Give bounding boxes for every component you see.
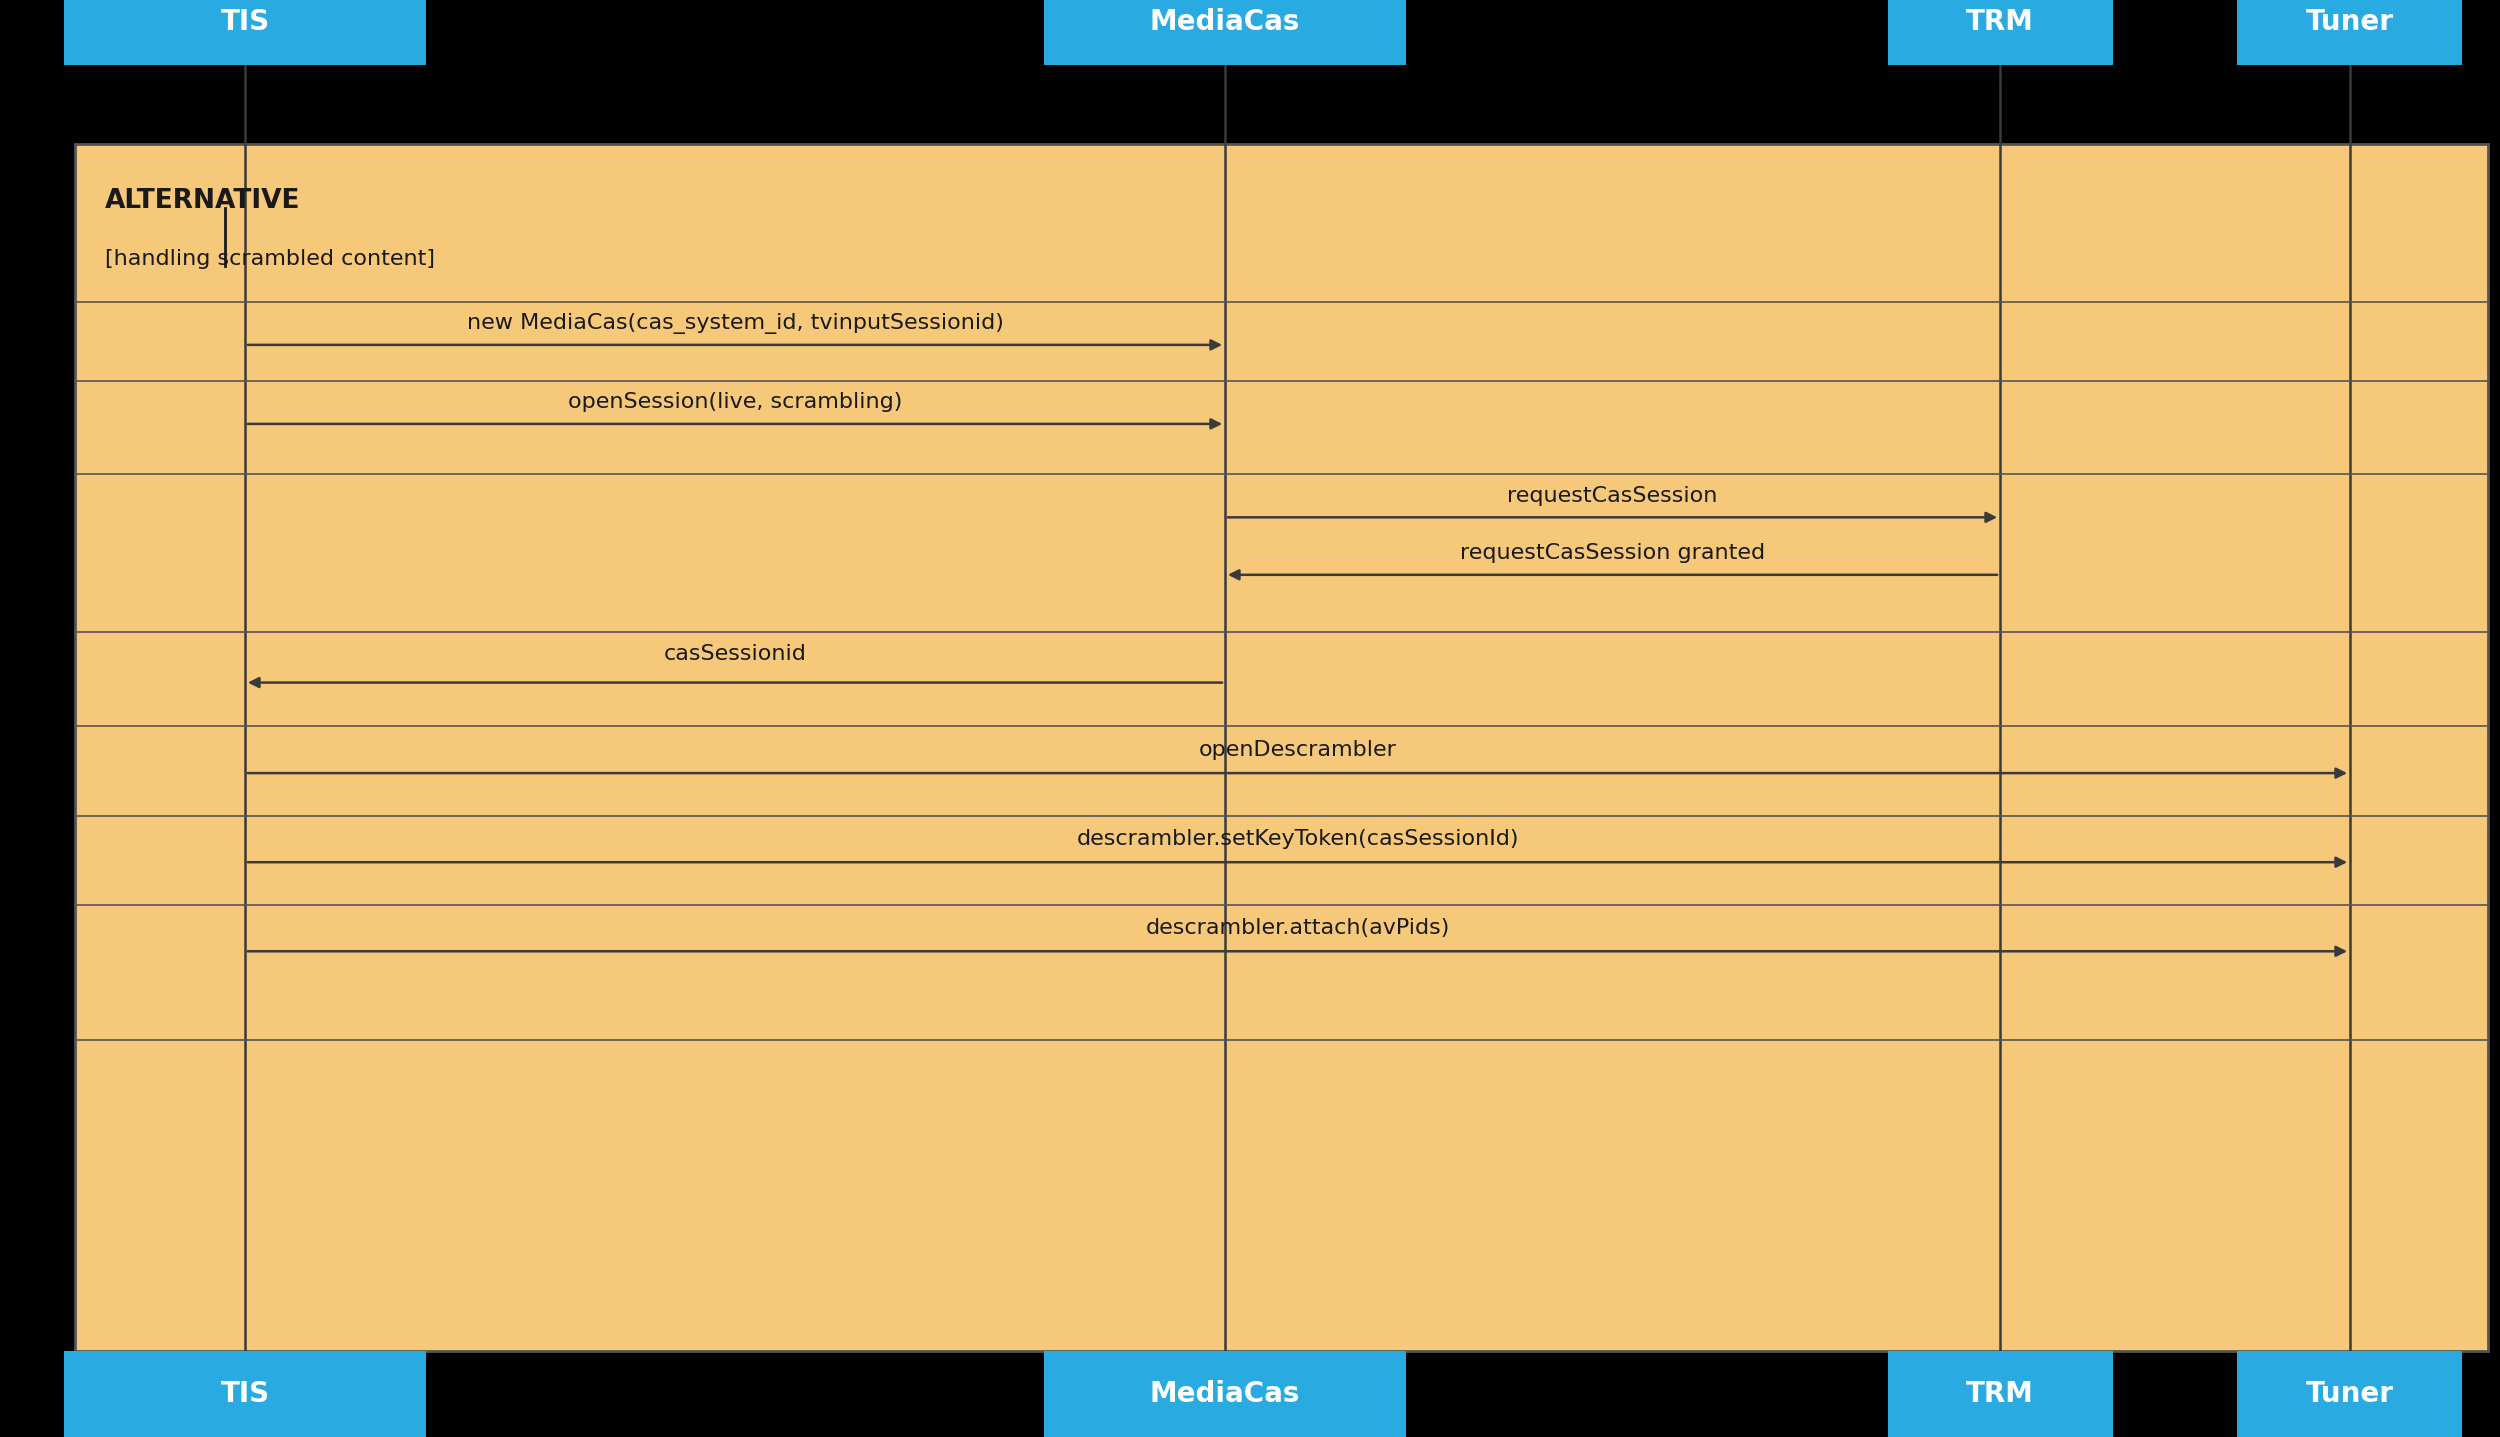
Text: openDescrambler: openDescrambler — [1198, 740, 1398, 760]
Text: Tuner: Tuner — [2305, 7, 2395, 36]
Text: Tuner: Tuner — [2305, 1380, 2395, 1408]
Text: TRM: TRM — [1965, 1380, 2035, 1408]
FancyBboxPatch shape — [2238, 1351, 2462, 1437]
Text: new MediaCas(cas_system_id, tvinputSessionid): new MediaCas(cas_system_id, tvinputSessi… — [468, 313, 1003, 333]
Text: descrambler.attach(avPids): descrambler.attach(avPids) — [1145, 918, 1450, 938]
Text: TIS: TIS — [220, 1380, 270, 1408]
Text: TIS: TIS — [220, 7, 270, 36]
Text: [handling scrambled content]: [handling scrambled content] — [105, 249, 435, 269]
Text: TRM: TRM — [1965, 7, 2035, 36]
Text: requestCasSession granted: requestCasSession granted — [1460, 543, 1765, 563]
FancyBboxPatch shape — [65, 0, 425, 65]
Text: ALTERNATIVE: ALTERNATIVE — [105, 188, 300, 214]
Text: descrambler.setKeyToken(casSessionId): descrambler.setKeyToken(casSessionId) — [1075, 829, 1520, 849]
FancyBboxPatch shape — [1045, 1351, 1405, 1437]
FancyBboxPatch shape — [1888, 1351, 2112, 1437]
Text: openSession(live, scrambling): openSession(live, scrambling) — [568, 392, 902, 412]
FancyBboxPatch shape — [1888, 0, 2112, 65]
FancyBboxPatch shape — [75, 144, 2488, 1351]
Text: casSessionid: casSessionid — [662, 644, 808, 664]
Text: requestCasSession: requestCasSession — [1508, 486, 1718, 506]
Text: MediaCas: MediaCas — [1150, 7, 1300, 36]
FancyBboxPatch shape — [1045, 0, 1405, 65]
Text: MediaCas: MediaCas — [1150, 1380, 1300, 1408]
FancyBboxPatch shape — [2238, 0, 2462, 65]
FancyBboxPatch shape — [65, 1351, 425, 1437]
